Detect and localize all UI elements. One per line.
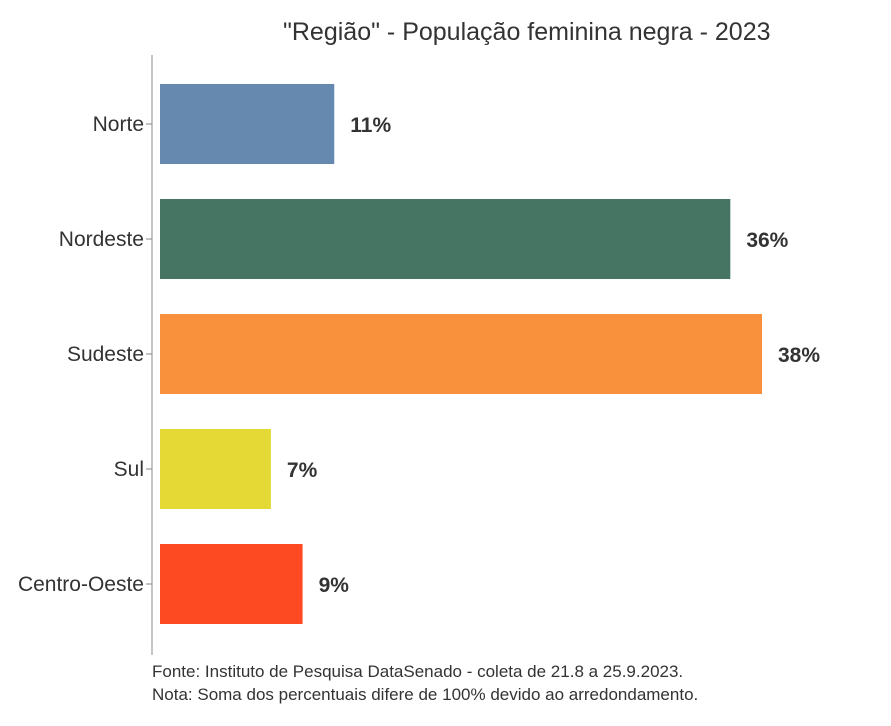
bar-sudeste bbox=[160, 314, 762, 394]
y-tick-label: Sul bbox=[114, 458, 144, 481]
y-tick-label: Centro-Oeste bbox=[18, 573, 144, 596]
data-label: 9% bbox=[319, 574, 350, 597]
data-label: 38% bbox=[778, 344, 820, 367]
data-label: 36% bbox=[746, 229, 788, 252]
bar-sul bbox=[160, 429, 271, 509]
chart-title: "Região" - População feminina negra - 20… bbox=[283, 18, 771, 46]
footer-source: Fonte: Instituto de Pesquisa DataSenado … bbox=[152, 662, 684, 681]
y-tick-label: Sudeste bbox=[67, 343, 144, 366]
bar-norte bbox=[160, 84, 335, 164]
data-label: 7% bbox=[287, 459, 318, 482]
bar-centro-oeste bbox=[160, 544, 303, 624]
data-label: 11% bbox=[350, 114, 391, 137]
bar-nordeste bbox=[160, 199, 731, 279]
y-tick-label: Norte bbox=[93, 113, 144, 136]
footer-note: Nota: Soma dos percentuais difere de 100… bbox=[152, 685, 699, 704]
y-tick-label: Nordeste bbox=[59, 228, 144, 251]
